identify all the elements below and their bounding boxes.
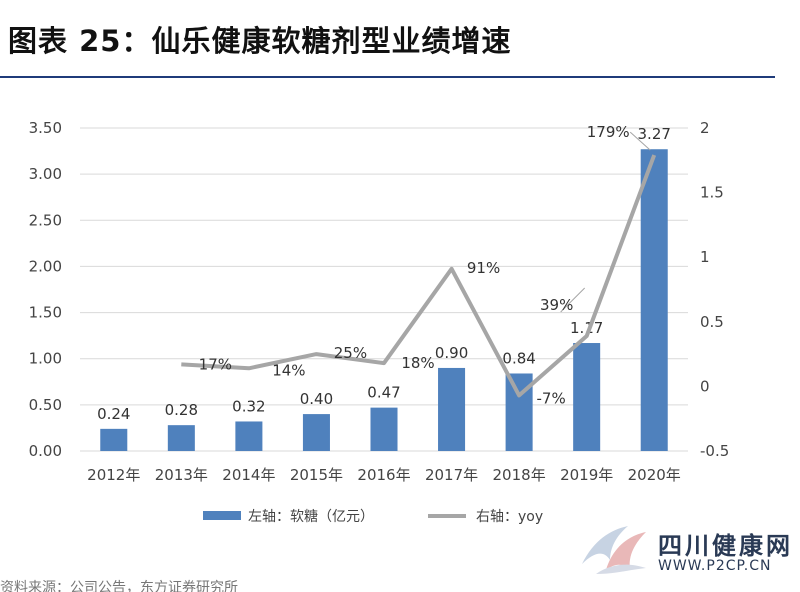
left-tick-label: 0.00 xyxy=(29,442,62,460)
legend: 左轴：软糖（亿元） 右轴：yoy xyxy=(203,509,543,525)
x-tick-label: 2019年 xyxy=(560,466,613,484)
bar-value-label: 3.27 xyxy=(638,125,671,143)
bar-value-label: 0.24 xyxy=(97,405,130,423)
left-tick-label: 2.00 xyxy=(29,257,62,275)
watermark-url: WWW.P2CP.CN xyxy=(658,558,772,574)
line-value-label: 14% xyxy=(272,361,305,379)
bar-data-labels: 0.24 0.28 0.32 0.40 0.47 0.90 0.84 1.17 3.27 xyxy=(97,125,671,423)
chart-title: 图表 25：仙乐健康软糖剂型业绩增速 xyxy=(8,24,512,58)
watermark-name: 四川健康网 xyxy=(658,532,793,560)
x-tick-label: 2013年 xyxy=(155,466,208,484)
x-axis-ticks: 2012年 2013年 2014年 2015年 2016年 2017年 2018年 2019年… xyxy=(87,466,681,484)
left-axis-ticks: 0.00 0.50 1.00 1.50 2.00 2.50 3.00 3.50 xyxy=(29,119,62,460)
left-tick-label: 0.50 xyxy=(29,396,62,414)
left-tick-label: 1.50 xyxy=(29,304,62,322)
x-tick-label: 2012年 xyxy=(87,466,140,484)
bar-value-label: 0.28 xyxy=(165,401,198,419)
leader-line xyxy=(560,287,586,313)
line-value-label: 179% xyxy=(587,123,630,141)
line-value-label: 17% xyxy=(199,355,232,373)
bar-value-label: 0.47 xyxy=(367,384,400,402)
line-value-label: 18% xyxy=(401,354,434,372)
leader-line xyxy=(629,131,651,151)
x-tick-label: 2016年 xyxy=(357,466,410,484)
right-tick-label: 1 xyxy=(700,248,710,266)
left-tick-label: 2.50 xyxy=(29,211,62,229)
line-value-label: -7% xyxy=(537,389,566,407)
bar xyxy=(640,149,668,451)
bar-value-label: 0.84 xyxy=(502,349,535,367)
legend-label-bar: 左轴：软糖（亿元） xyxy=(248,509,374,525)
line-value-label: 25% xyxy=(334,344,367,362)
x-tick-label: 2014年 xyxy=(222,466,275,484)
line-series xyxy=(181,154,657,398)
legend-swatch-bar xyxy=(203,511,241,520)
title-divider xyxy=(0,76,775,78)
bar xyxy=(370,407,398,451)
bar-value-label: 0.90 xyxy=(435,344,468,362)
x-tick-label: 2015年 xyxy=(290,466,343,484)
bar xyxy=(302,414,330,451)
bar-value-label: 0.40 xyxy=(300,390,333,408)
yoy-line xyxy=(181,154,657,398)
x-tick-label: 2017年 xyxy=(425,466,478,484)
right-tick-label: 2 xyxy=(700,119,710,137)
bar-value-label: 0.32 xyxy=(232,397,265,415)
left-tick-label: 1.00 xyxy=(29,350,62,368)
bar xyxy=(573,343,601,451)
x-tick-label: 2018年 xyxy=(493,466,546,484)
line-value-label: 39% xyxy=(540,296,573,314)
bar xyxy=(235,421,263,451)
left-tick-label: 3.50 xyxy=(29,119,62,137)
legend-label-line: 右轴：yoy xyxy=(476,509,543,525)
right-tick-label: 0 xyxy=(700,377,710,395)
right-tick-label: 1.5 xyxy=(700,184,724,202)
right-tick-label: -0.5 xyxy=(700,442,729,460)
line-value-label: 91% xyxy=(467,259,500,277)
line-data-labels: 17% 14% 25% 18% 91% -7% 39% 179% xyxy=(199,123,651,407)
bar xyxy=(167,425,195,451)
bar xyxy=(438,367,466,451)
left-tick-label: 3.00 xyxy=(29,165,62,183)
x-tick-label: 2020年 xyxy=(628,466,681,484)
site-watermark: 四川健康网 WWW.P2CP.CN xyxy=(572,520,792,580)
bar-value-label: 1.17 xyxy=(570,319,603,337)
right-axis-ticks: -0.5 0 0.5 1 1.5 2 xyxy=(700,119,729,460)
bird-logo-icon xyxy=(582,526,646,574)
bar xyxy=(100,428,128,451)
source-note: 资料来源：公司公告，东方证券研究所 xyxy=(0,580,238,592)
right-tick-label: 0.5 xyxy=(700,313,724,331)
